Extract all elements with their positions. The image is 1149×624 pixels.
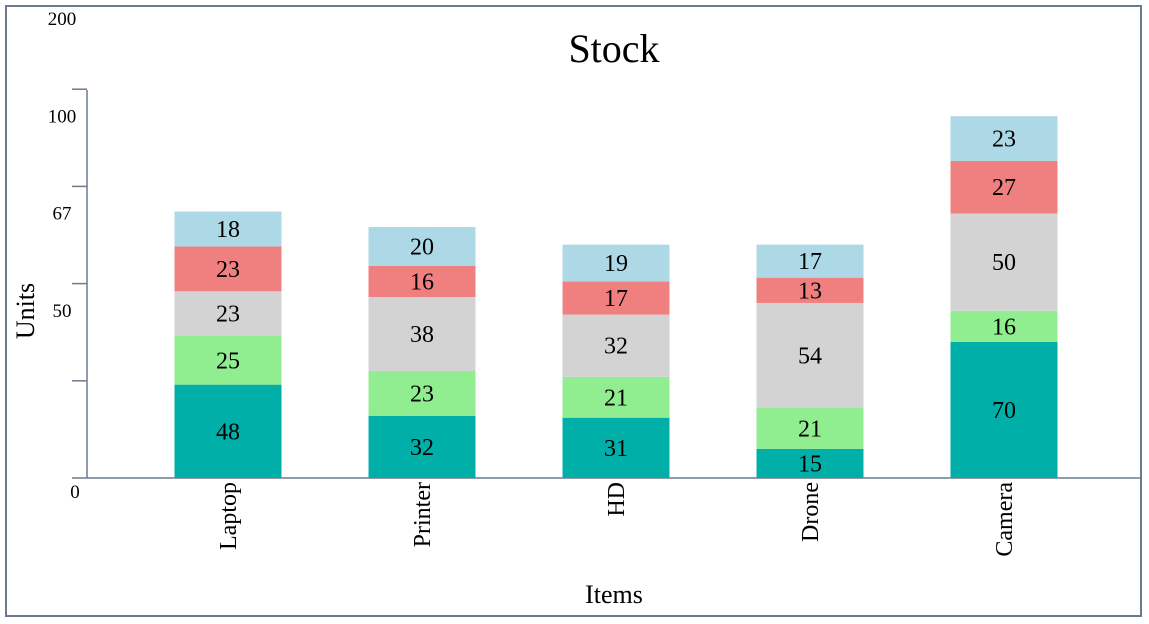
data-label: 21 [604,385,628,411]
data-label: 38 [410,322,434,348]
bar-segment [950,116,1058,161]
x-tick-label: Printer [410,482,436,547]
x-tick-label: Drone [798,482,824,542]
bar-segment [174,291,282,337]
bar-segment [950,310,1058,342]
data-label: 17 [604,286,628,312]
bar-segment [562,417,670,478]
data-label: 70 [992,398,1016,424]
data-label: 20 [410,235,434,261]
y-axis: 0 50 67 100 200 [48,9,88,503]
bar-segment [174,336,282,385]
bar-segment [368,227,476,266]
bar-stack: 48 25 23 23 18 [174,211,282,478]
bar-segment [562,281,670,315]
bar-segment [756,448,864,478]
data-label: 23 [216,302,240,328]
data-label: 32 [604,334,628,360]
x-axis-title: Items [585,580,643,609]
y-tick-label: 50 [53,301,72,322]
data-label: 15 [798,451,822,477]
data-label: 48 [216,419,240,445]
bar-segment [174,384,282,478]
bars-group: 48 25 23 23 18 32 23 38 16 20 31 21 32 17 19 15 21 54 13 17… [174,116,1058,478]
bar-segment [950,213,1058,311]
bar-segment [562,244,670,282]
data-label: 13 [798,278,822,304]
data-label: 23 [992,127,1016,153]
data-label: 50 [992,250,1016,276]
x-tick-label: HD [604,482,630,517]
data-label: 16 [992,314,1016,340]
chart-title: Stock [568,26,659,71]
x-tick-label: Laptop [216,482,242,550]
bar-stack: 31 21 32 17 19 [562,244,670,478]
bar-stack: 70 16 50 27 23 [950,116,1058,478]
x-tick-label: Camera [992,482,1018,557]
y-tick-label: 100 [48,106,77,127]
data-label: 32 [410,435,434,461]
x-axis: Laptop Printer HD Drone Camera [87,477,1142,557]
bar-segment [950,160,1058,214]
data-label: 31 [604,436,628,462]
bar-segment [368,297,476,372]
bar-segment [756,277,864,303]
data-label: 16 [410,270,434,296]
bar-segment [950,341,1058,478]
data-label: 23 [216,257,240,283]
data-label: 27 [992,175,1016,201]
bar-segment [756,244,864,278]
data-label: 19 [604,251,628,277]
bar-segment [756,302,864,408]
bar-segment [562,314,670,377]
y-tick-label: 67 [53,204,72,225]
data-label: 25 [216,348,240,374]
y-tick-label: 200 [48,9,77,30]
bar-segment [368,371,476,416]
data-label: 18 [216,217,240,243]
bar-stack: 15 21 54 13 17 [756,244,864,478]
bar-segment [174,211,282,247]
bar-segment [368,265,476,298]
y-axis-title: Units [11,283,40,339]
data-label: 23 [410,381,434,407]
bar-segment [756,407,864,449]
data-label: 17 [798,249,822,275]
y-tick-label: 0 [70,482,80,503]
bar-segment [174,246,282,292]
bar-stack: 32 23 38 16 20 [368,227,476,478]
bar-segment [562,376,670,418]
bar-segment [368,415,476,478]
data-label: 21 [798,416,822,442]
data-label: 54 [798,343,822,369]
